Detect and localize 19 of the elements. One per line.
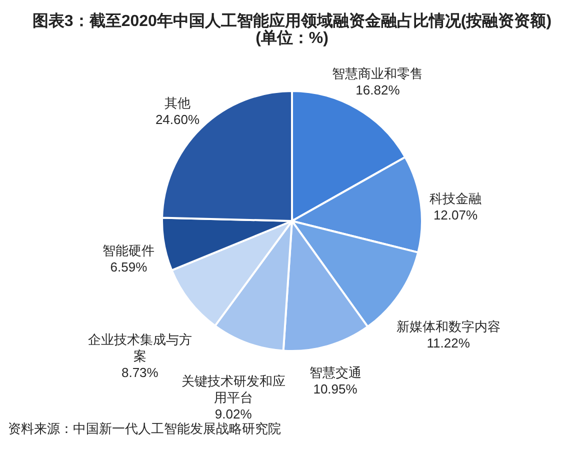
chart-title: 图表3：截至2020年中国人工智能应用领域融资金融占比情况(按融资资额) — [32, 11, 552, 30]
slice-label: 企业技术集成与方案 — [88, 332, 192, 364]
slice-label: 其他 — [164, 96, 190, 111]
slice-label: 智慧交通 — [309, 364, 362, 380]
chart-subtitle: (单位：%) — [256, 29, 328, 47]
data-label: 6.59% — [110, 260, 148, 275]
data-label: 16.82% — [356, 82, 400, 98]
text: 资料来源：中国新一代人工智能发展战略研究院 — [8, 421, 281, 436]
data-label: 10.95% — [313, 381, 358, 396]
data-label: 8.73% — [121, 364, 159, 380]
slice-label: 智能硬件 — [102, 243, 155, 258]
data-label: 12.07% — [433, 207, 478, 222]
slice-label: 智慧商业和零售 — [332, 66, 424, 82]
slice-label: 科技金融 — [430, 190, 482, 206]
data-label: 24.60% — [155, 112, 200, 128]
data-label: 9.02% — [214, 406, 252, 422]
slice-label: 新媒体和数字内容 — [396, 319, 500, 334]
slice-label: 关键技术研发和应用平台 — [181, 374, 286, 406]
data-label: 11.22% — [426, 336, 470, 351]
